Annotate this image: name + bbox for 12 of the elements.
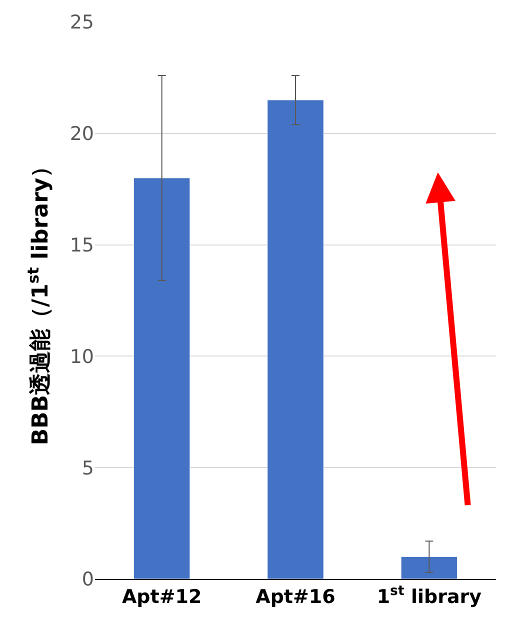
- y-tick-label: 10: [70, 346, 94, 368]
- bar: [267, 100, 324, 579]
- bar: [134, 178, 190, 579]
- bar: [400, 556, 458, 579]
- x-tick-label: Apt#16: [256, 586, 336, 608]
- y-tick-label: 5: [82, 457, 94, 480]
- y-tick-label: 15: [70, 234, 94, 256]
- y-tick-label: 20: [70, 123, 94, 146]
- y-tick-label: 25: [70, 12, 94, 34]
- x-tick-label: Apt#12: [122, 586, 202, 608]
- x-tick-label: 1$^{st}$ library: [376, 584, 482, 608]
- y-tick-label: 0: [82, 568, 94, 591]
